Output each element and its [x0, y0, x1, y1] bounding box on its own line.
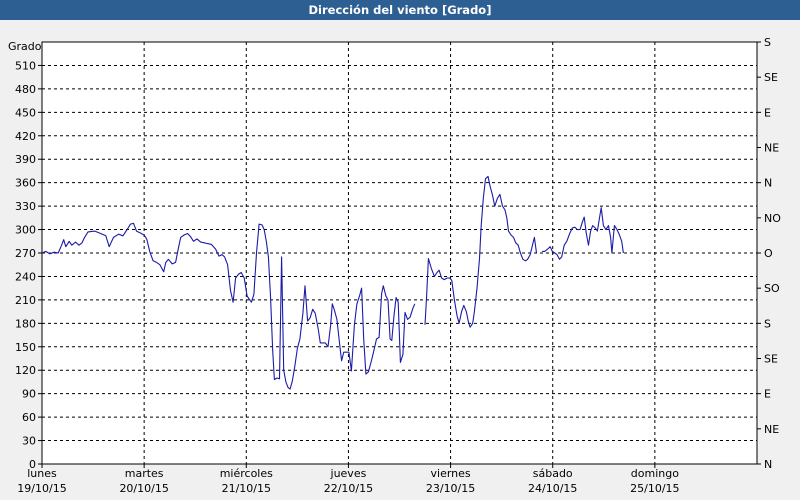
y-right-tick-label: SO — [764, 282, 780, 295]
y-tick-label: 180 — [15, 317, 36, 330]
y-tick-label: 390 — [15, 153, 36, 166]
x-tick-day-label: sábado — [533, 467, 573, 480]
y-tick-label: 270 — [15, 247, 36, 260]
y-tick-label: 330 — [15, 200, 36, 213]
y-right-tick-label: SE — [764, 71, 778, 84]
y-right-tick-label: E — [764, 106, 771, 119]
x-tick-date-label: 25/10/15 — [630, 482, 679, 495]
x-tick-day-label: jueves — [330, 467, 367, 480]
y-tick-label: 480 — [15, 83, 36, 96]
y-tick-label: 240 — [15, 270, 36, 283]
y-right-tick-label: O — [764, 247, 773, 260]
y-tick-label: 450 — [15, 106, 36, 119]
y-axis-right: N NE E SE S SO O NO N NE E SE S — [757, 36, 781, 471]
x-tick-date-label: 23/10/15 — [426, 482, 475, 495]
y-right-tick-label: NE — [764, 142, 779, 155]
y-right-tick-label: N — [764, 458, 772, 471]
y-right-tick-label: S — [764, 317, 771, 330]
y-axis-left: 0 30 60 90 120 150 180 210 240 270 300 330 360 390 420… — [15, 59, 42, 471]
series-wind-direction — [41, 175, 624, 390]
series-line-segment — [424, 175, 538, 328]
y-right-tick-label: NO — [764, 212, 781, 225]
x-tick-day-label: viernes — [431, 467, 471, 480]
x-axis: lunes 19/10/15 martes 20/10/15 miércoles 21/1… — [17, 464, 680, 495]
x-tick-date-label: 21/10/15 — [222, 482, 271, 495]
y-tick-label: 420 — [15, 130, 36, 143]
x-tick-day-label: martes — [125, 467, 164, 480]
y-tick-label: 300 — [15, 224, 36, 237]
y-tick-label: 150 — [15, 341, 36, 354]
y-right-tick-label: N — [764, 177, 772, 190]
y-right-tick-label: NE — [764, 423, 779, 436]
y-tick-label: 510 — [15, 59, 36, 72]
y-tick-label: 120 — [15, 364, 36, 377]
grid-lines — [42, 42, 757, 464]
x-tick-date-label: 19/10/15 — [17, 482, 66, 495]
y-tick-label: 60 — [22, 411, 36, 424]
y-tick-label: 30 — [22, 435, 36, 448]
y-axis-label: Grado — [8, 40, 42, 53]
x-tick-day-label: miércoles — [220, 467, 273, 480]
y-tick-label: 0 — [29, 458, 36, 471]
y-right-tick-label: E — [764, 388, 771, 401]
x-tick-date-label: 20/10/15 — [119, 482, 168, 495]
y-right-tick-label: S — [764, 36, 771, 49]
series-line-segment — [542, 207, 624, 260]
wind-direction-chart: Grado 0 30 60 90 120 150 180 210 240 270 300 330 360… — [8, 36, 781, 495]
x-tick-date-label: 24/10/15 — [528, 482, 577, 495]
y-tick-label: 90 — [22, 388, 36, 401]
x-tick-day-label: domingo — [631, 467, 679, 480]
x-tick-day-label: lunes — [27, 467, 57, 480]
y-tick-label: 210 — [15, 294, 36, 307]
y-right-tick-label: SE — [764, 353, 778, 366]
chart-title: Dirección del viento [Grado] — [0, 0, 800, 20]
y-tick-label: 360 — [15, 177, 36, 190]
x-tick-date-label: 22/10/15 — [324, 482, 373, 495]
series-line-segment — [41, 222, 416, 390]
